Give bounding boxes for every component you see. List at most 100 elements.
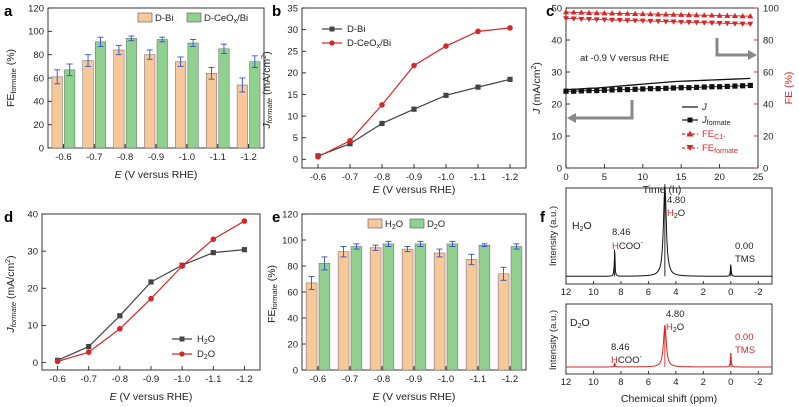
panel-a: a 0 20 40 60 80 100 120 -0.6 -0.7 -0.8 -0.9 -1.0 -1.…	[4, 3, 265, 181]
bar	[305, 282, 318, 371]
bar	[369, 247, 382, 371]
bar	[350, 246, 363, 371]
x-tick-label: -0.8	[374, 374, 390, 385]
legend-label-d2o-d: D2O	[197, 349, 215, 361]
nmr-bottom-hcoo: HCOO-	[611, 354, 643, 366]
bar	[144, 54, 156, 149]
panel-b-frame	[301, 7, 527, 169]
bar	[187, 42, 199, 149]
y-tick-label: 0	[293, 155, 298, 166]
data-point	[639, 18, 646, 24]
x-tick-label: 15	[676, 172, 687, 183]
nmr-bottom-480: 4.80	[666, 309, 685, 320]
data-point	[739, 21, 746, 27]
data-point	[624, 18, 631, 24]
data-point	[686, 85, 692, 91]
data-point	[655, 86, 661, 92]
data-point	[747, 82, 753, 89]
panel-f: f H2O 8.46 HCOO- 4.80 H2O 0.00 TMS Inten…	[540, 184, 773, 405]
data-point	[732, 83, 738, 89]
y-tick-label: 100	[763, 3, 779, 14]
nmr-top-tms: TMS	[735, 254, 755, 265]
panel-b-letter: b	[272, 3, 281, 20]
data-point	[443, 43, 449, 49]
data-point	[443, 92, 449, 98]
data-point	[616, 17, 623, 24]
data-point	[86, 344, 92, 350]
data-point	[716, 12, 723, 18]
x-tick-label: -0.9	[143, 374, 159, 385]
panel-a-letter: a	[4, 3, 13, 20]
x-tick-label: 5	[602, 172, 607, 183]
bar	[478, 244, 491, 371]
panel-b-lines	[315, 25, 513, 160]
data-point	[593, 9, 600, 16]
panel-a-ylabel: FEformate (%)	[5, 49, 18, 107]
nmr-top-000: 0.00	[735, 241, 754, 252]
y-tick-label: 20	[551, 99, 562, 110]
data-point	[678, 19, 685, 26]
data-point	[609, 87, 615, 93]
x-tick-label: -0.8	[374, 172, 390, 183]
data-point	[747, 13, 754, 19]
data-point	[747, 21, 754, 27]
data-point	[740, 83, 746, 89]
panel-b-axes: 0 5 10 15 20 25 30 35 -0.6 -0.7 -0.8 -0.9 -1.0 -1.1 -1…	[287, 3, 518, 183]
y-tick-label: 50	[551, 3, 562, 14]
nmr-xlabel: Chemical shift (ppm)	[621, 393, 717, 405]
data-point	[563, 16, 569, 22]
y-tick-label: 30	[551, 67, 562, 78]
data-point	[315, 153, 321, 160]
y-tick-label: 10	[551, 131, 562, 142]
data-point	[578, 9, 585, 15]
y-tick-label: 60	[287, 287, 298, 298]
legend-label-jformate: Jformate	[701, 115, 731, 127]
data-point	[241, 247, 248, 253]
y-tick-label: 80	[763, 35, 774, 46]
panel-f-top-frame	[565, 187, 773, 285]
x-tick-label: -2	[754, 287, 762, 298]
panel-e-legend: H2O D2O	[367, 218, 445, 231]
legend-swatch-d-bi	[137, 12, 153, 23]
panel-c-axes: 0 10 20 30 40 50 0 20 40 60 80 100 0 5 10 15 20 25	[551, 3, 778, 183]
legend-swatch-h2o	[367, 218, 383, 229]
nmr-trace	[566, 185, 772, 277]
nmr-bottom-tms: TMS	[735, 345, 755, 356]
series-line	[57, 249, 245, 361]
data-point	[708, 12, 715, 18]
nmr-top-480: 4.80	[667, 195, 686, 206]
panel-c-frame	[565, 7, 759, 169]
x-tick-label: -1.2	[502, 172, 518, 183]
y-tick-label: 25	[287, 47, 298, 58]
bar	[113, 49, 125, 149]
data-point	[507, 25, 513, 31]
data-point	[670, 85, 677, 91]
bar	[205, 73, 217, 149]
data-point	[179, 263, 185, 269]
data-point	[647, 18, 654, 25]
legend-label-d2o-e: D2O	[427, 219, 445, 231]
panel-e-frame	[301, 213, 527, 371]
panel-a-yaxis: 0 20 40 60 80 100 120 -0.6 -0.7 -0.8 -0.9 -1.0 -1.1 -…	[28, 3, 257, 163]
panel-c-xlabel: Time (h)	[643, 184, 682, 196]
data-point	[670, 19, 677, 25]
data-point	[570, 16, 577, 22]
data-point	[647, 11, 654, 17]
x-tick-label: 20	[714, 172, 725, 183]
bar	[218, 48, 230, 149]
x-tick-label: -1.2	[502, 374, 518, 385]
legend-marker-d-ceo2-bi	[329, 40, 335, 46]
series-line	[57, 220, 245, 363]
x-tick-label: -0.7	[342, 172, 358, 183]
x-tick-label: -0.8	[117, 152, 133, 163]
data-point	[411, 62, 417, 69]
legend-label-h2o-e: H2O	[385, 219, 403, 231]
x-tick-label: 2	[701, 377, 706, 388]
bar	[125, 38, 137, 149]
bar	[465, 259, 478, 371]
panel-c-letter: c	[546, 3, 554, 20]
x-tick-label: 10	[638, 172, 649, 183]
data-point	[601, 10, 608, 16]
x-tick-label: 6	[646, 377, 651, 388]
y-tick-label: 0	[39, 143, 44, 154]
